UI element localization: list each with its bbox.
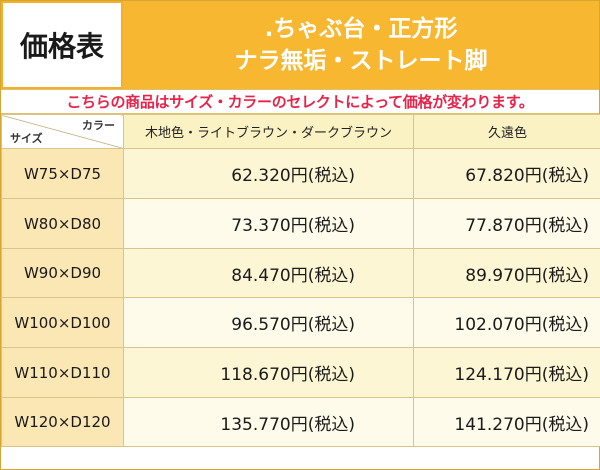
price-cell-natural: 118.670円(税込) xyxy=(123,347,414,398)
price-cell-natural: 73.370円(税込) xyxy=(123,198,414,249)
price-table: カラー サイズ 木地色・ライトブラウン・ダークブラウン 久遠色 W75×D75 6… xyxy=(1,114,600,447)
column-header-natural: 木地色・ライトブラウン・ダークブラウン xyxy=(123,114,414,149)
column-header-kuon: 久遠色 xyxy=(413,114,600,149)
table-row: W80×D80 73.370円(税込) 77.870円(税込) xyxy=(1,198,600,249)
price-cell-kuon: 89.970円(税込) xyxy=(413,248,600,298)
size-cell: W120×D120 xyxy=(1,397,124,447)
price-cell-natural: 84.470円(税込) xyxy=(123,248,414,298)
price-notice: こちらの商品はサイズ・カラーのセレクトによって価格が変わります。 xyxy=(1,89,599,114)
size-cell: W110×D110 xyxy=(1,347,124,398)
price-cell-natural: 96.570円(税込) xyxy=(123,297,414,348)
page-title: 価格表 xyxy=(1,1,123,89)
size-axis-label: サイズ xyxy=(10,132,43,145)
header: 価格表 .ちゃぶ台・正方形 ナラ無垢・ストレート脚 xyxy=(1,1,599,89)
price-cell-natural: 135.770円(税込) xyxy=(123,397,414,447)
price-cell-kuon: 67.820円(税込) xyxy=(413,148,600,199)
product-name-line2: ナラ無垢・ストレート脚 xyxy=(234,48,488,74)
table-corner-cell: カラー サイズ xyxy=(1,114,124,149)
size-cell: W75×D75 xyxy=(1,148,124,199)
price-cell-kuon: 77.870円(税込) xyxy=(413,198,600,249)
table-row: W75×D75 62.320円(税込) 67.820円(税込) xyxy=(1,148,600,199)
price-cell-kuon: 124.170円(税込) xyxy=(413,347,600,398)
color-axis-label: カラー xyxy=(82,119,115,132)
price-cell-kuon: 102.070円(税込) xyxy=(413,297,600,348)
table-row: W90×D90 84.470円(税込) 89.970円(税込) xyxy=(1,248,600,298)
price-cell-natural: 62.320円(税込) xyxy=(123,148,414,199)
table-row: W100×D100 96.570円(税込) 102.070円(税込) xyxy=(1,297,600,348)
size-cell: W100×D100 xyxy=(1,297,124,348)
size-cell: W80×D80 xyxy=(1,198,124,249)
size-cell: W90×D90 xyxy=(1,248,124,298)
table-row: W120×D120 135.770円(税込) 141.270円(税込) xyxy=(1,397,600,447)
product-name-line1: .ちゃぶ台・正方形 xyxy=(264,16,458,42)
table-row: W110×D110 118.670円(税込) 124.170円(税込) xyxy=(1,347,600,398)
table-header-row: カラー サイズ 木地色・ライトブラウン・ダークブラウン 久遠色 xyxy=(1,114,600,149)
price-cell-kuon: 141.270円(税込) xyxy=(413,397,600,447)
product-name: .ちゃぶ台・正方形 ナラ無垢・ストレート脚 xyxy=(123,1,599,89)
